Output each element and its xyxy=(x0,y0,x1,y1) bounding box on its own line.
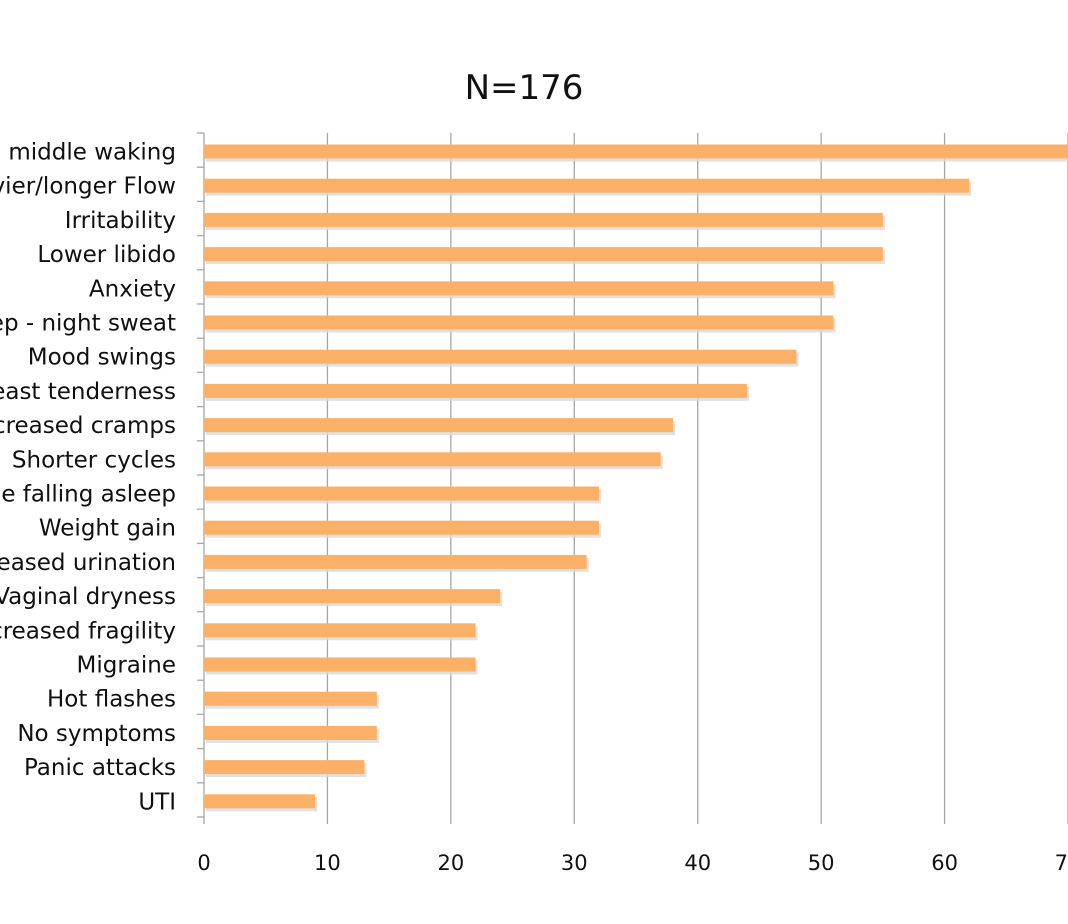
bar xyxy=(204,589,501,604)
category-label: No symptoms xyxy=(17,721,176,747)
category-label: Hot flashes xyxy=(47,687,176,713)
category-label: Trouble falling asleep xyxy=(0,482,176,508)
category-label: Increased cramps xyxy=(0,413,176,439)
bar xyxy=(204,418,674,433)
bar xyxy=(204,691,377,706)
gridlines xyxy=(326,133,1068,818)
x-tick-label: 10 xyxy=(314,851,341,875)
category-label: UTI xyxy=(138,789,176,815)
x-tick-label: 20 xyxy=(437,851,464,875)
bar xyxy=(204,554,587,569)
x-tick-label: 60 xyxy=(931,851,958,875)
category-label: Migraine xyxy=(76,653,176,679)
category-label: Mid middle waking xyxy=(0,140,176,166)
bar xyxy=(204,315,834,330)
bar xyxy=(204,725,377,740)
bar xyxy=(204,520,599,535)
bar xyxy=(204,247,883,262)
bar xyxy=(204,178,970,193)
category-label: Anxiety xyxy=(89,276,176,302)
bar xyxy=(204,760,365,775)
category-label: Mood swings xyxy=(28,345,176,371)
bar xyxy=(204,281,834,296)
bar xyxy=(204,623,476,638)
x-tick-label: 30 xyxy=(561,851,588,875)
bar xyxy=(204,486,599,501)
category-label: Increased fragility xyxy=(0,618,176,644)
category-label: Vaginal dryness xyxy=(0,584,176,610)
x-tick-label: 70 xyxy=(1055,851,1068,875)
category-label: Sleep - night sweat xyxy=(0,311,176,337)
x-tick-label: 50 xyxy=(808,851,835,875)
bar xyxy=(204,657,476,672)
category-label: Weight gain xyxy=(39,516,176,542)
category-label: Heavier/longer Flow xyxy=(0,174,176,200)
bar xyxy=(204,452,661,467)
category-label: Irritability xyxy=(65,208,176,234)
bar xyxy=(204,383,748,398)
bar xyxy=(204,144,1068,159)
bar xyxy=(204,794,316,809)
category-labels: Mid middle waking Heavier/longer Flow Irri… xyxy=(0,140,176,816)
x-tick-label: 40 xyxy=(684,851,711,875)
category-label: Breast tenderness xyxy=(0,379,176,405)
x-axis-tick-labels: 0 10 20 30 40 50 60 70 xyxy=(197,851,1068,875)
category-label: Increased urination xyxy=(0,550,176,576)
category-label: Shorter cycles xyxy=(12,447,176,473)
chart-title: N=176 xyxy=(465,68,584,108)
bars xyxy=(204,144,1068,812)
bar xyxy=(204,349,797,364)
category-label: Panic attacks xyxy=(24,755,176,781)
category-label: Lower libido xyxy=(37,242,176,268)
x-tick-label: 0 xyxy=(197,851,210,875)
bar xyxy=(204,212,883,227)
